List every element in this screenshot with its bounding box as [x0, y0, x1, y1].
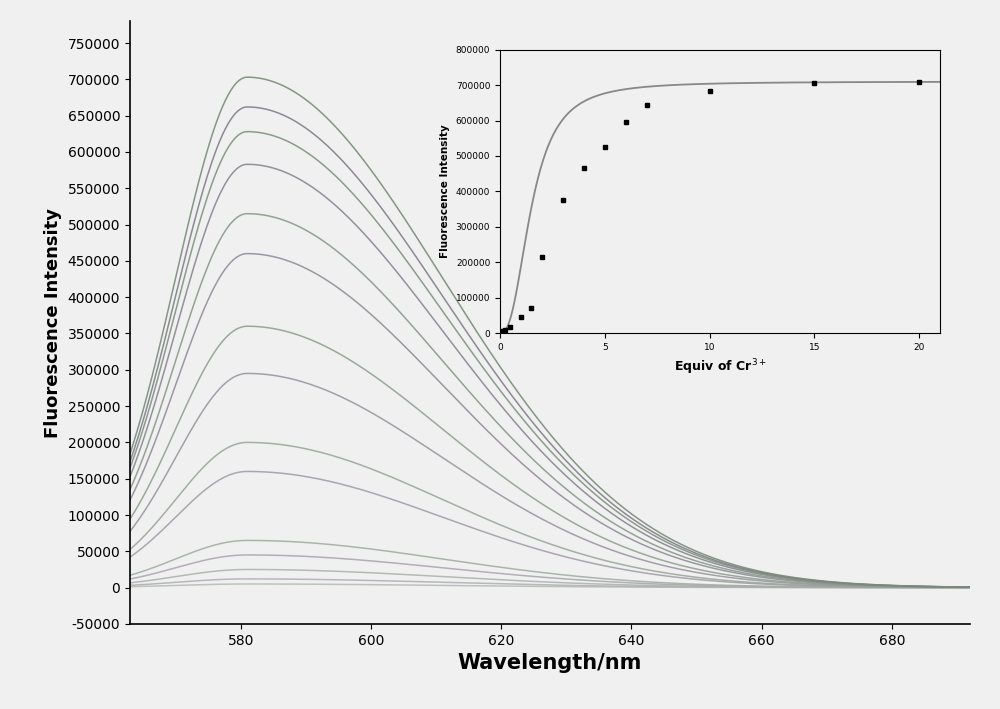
X-axis label: Wavelength/nm: Wavelength/nm	[458, 653, 642, 674]
Y-axis label: Fluorescence Intensity: Fluorescence Intensity	[44, 208, 62, 437]
X-axis label: Equiv of Cr$^{3+}$: Equiv of Cr$^{3+}$	[674, 357, 766, 377]
Y-axis label: Fluorescence Intensity: Fluorescence Intensity	[440, 125, 450, 258]
